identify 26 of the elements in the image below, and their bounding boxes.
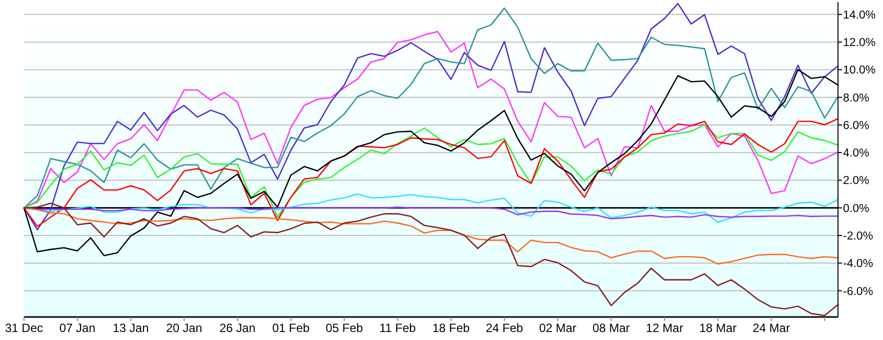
x-tick-label: 24 Mar xyxy=(752,321,790,335)
x-tick-label: 13 Jan xyxy=(112,321,149,335)
x-tick-label: 24 Feb xyxy=(486,321,524,335)
x-tick-label: 02 Mar xyxy=(539,321,576,335)
y-tick-label: 12.0% xyxy=(843,37,876,50)
x-tick-label: 20 Jan xyxy=(166,321,202,335)
y-tick-label: 10.0% xyxy=(843,64,876,77)
y-tick-label: -6.0% xyxy=(843,286,874,298)
x-tick-label: 18 Mar xyxy=(699,321,737,335)
y-tick-label: 14.0% xyxy=(843,9,876,22)
x-tick-label: 11 Feb xyxy=(379,321,416,335)
y-tick-label: 8.0% xyxy=(843,92,870,104)
x-tick-label: 08 Mar xyxy=(592,321,630,335)
y-tick-label: -2.0% xyxy=(843,230,874,243)
x-tick-label: 01 Feb xyxy=(272,321,310,335)
x-tick-label: 26 Jan xyxy=(219,321,256,335)
y-tick-label: 0.0% xyxy=(843,202,870,215)
x-tick-label: 18 Feb xyxy=(432,321,470,335)
x-tick-label: 12 Mar xyxy=(646,321,684,335)
y-tick-label: 4.0% xyxy=(843,148,870,160)
y-tick-label: -4.0% xyxy=(843,258,874,270)
y-tick-label: 6.0% xyxy=(843,120,870,132)
x-tick-label: 07 Jan xyxy=(59,321,96,335)
x-tick-label: 31 Dec xyxy=(4,321,44,335)
y-tick-label: 2.0% xyxy=(843,175,870,188)
x-tick-label: 05 Feb xyxy=(326,321,364,335)
